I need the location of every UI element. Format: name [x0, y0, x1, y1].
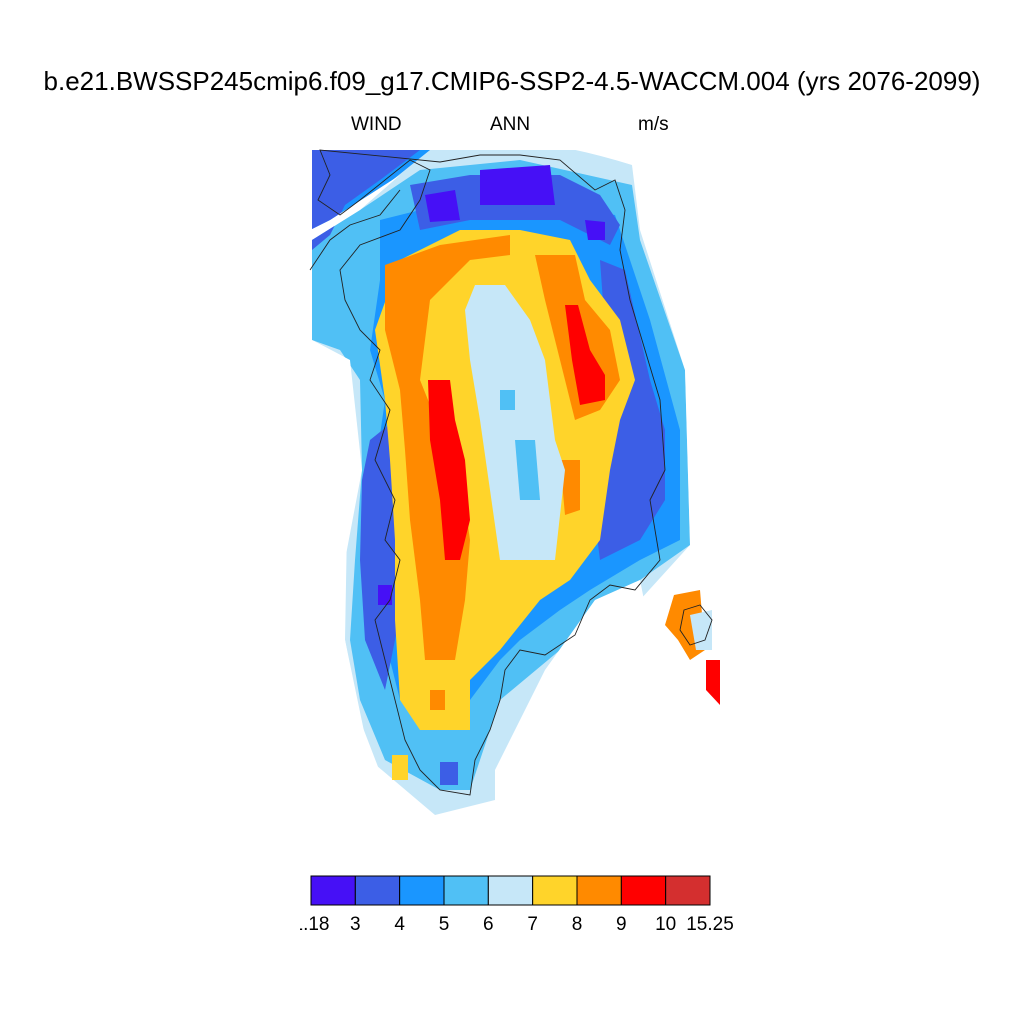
colorbar-tick-label: 8: [572, 914, 583, 935]
region-level-5: [690, 610, 712, 650]
colorbar-swatch: [443, 875, 489, 906]
region-level-2: [410, 175, 620, 245]
colorbar: 1.18 3 4 5 6 7 8 9 10 15.25: [300, 875, 734, 935]
colorbar-tick-label: 6: [483, 914, 494, 935]
season-label: ANN: [490, 114, 531, 135]
colorbar-swatch: [487, 875, 534, 906]
region-core-level-4: [515, 440, 540, 500]
coastline: [309, 189, 401, 271]
region-level-1: [585, 220, 605, 240]
region-level-1: [480, 165, 555, 205]
greenland-wind-map: [309, 149, 720, 815]
colorbar-tick-label: 7: [527, 914, 538, 935]
iceland-coastline: [679, 604, 713, 646]
colorbar-swatch: [576, 875, 622, 906]
colorbar-swatch: [532, 875, 578, 906]
colorbar-swatch: [310, 875, 356, 906]
region-core-level-4: [500, 390, 515, 410]
colorbar-tick-label: 5: [439, 914, 450, 935]
colorbar-tick-label: 15.25: [686, 914, 734, 935]
region-level-8: [565, 305, 605, 405]
region-level-7: [560, 460, 580, 515]
colorbar-tick-label: 1.18: [300, 914, 329, 935]
region-level-7: [430, 690, 445, 710]
region-level-8: [428, 380, 470, 560]
colorbar-swatch: [620, 875, 667, 906]
colorbar-tick-label: 10: [655, 914, 676, 935]
colorbar-swatch: [399, 875, 445, 906]
plot-title: b.e21.BWSSP245cmip6.f09_g17.CMIP6-SSP2-4…: [43, 66, 981, 96]
colorbar-tick-label: 4: [394, 914, 405, 935]
colorbar-tick-label: 3: [350, 914, 361, 935]
region-level-2: [440, 762, 458, 785]
region-level-8: [706, 660, 720, 705]
variable-label: WIND: [351, 114, 402, 135]
region-core-level-5: [465, 285, 565, 560]
colorbar-tick-label: 9: [616, 914, 627, 935]
region-level-1: [378, 585, 392, 605]
units-label: m/s: [638, 114, 669, 135]
colorbar-swatch: [665, 875, 711, 906]
coastline: [317, 149, 666, 796]
colorbar-swatch: [354, 875, 401, 906]
region-level-6: [392, 755, 408, 780]
region-level-2: [312, 150, 420, 250]
region-level-1: [425, 190, 460, 222]
